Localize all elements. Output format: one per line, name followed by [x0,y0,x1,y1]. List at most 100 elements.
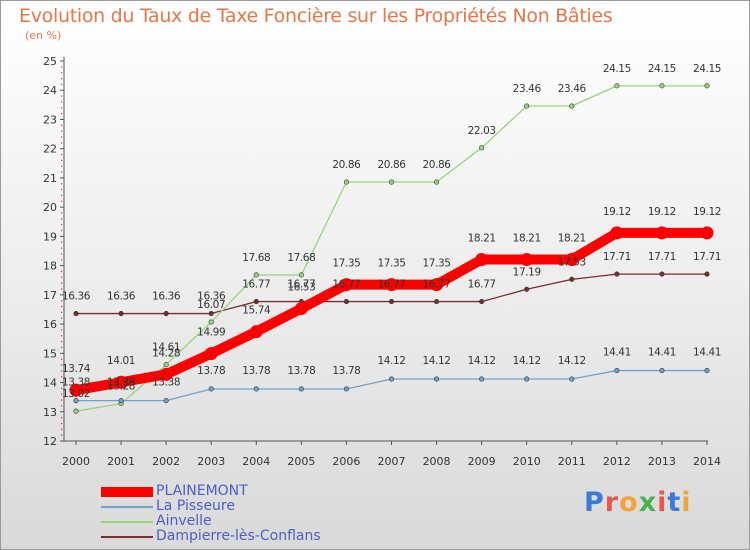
data-point [704,271,710,277]
y-minor-tick [61,270,63,273]
y-minor-tick [61,311,63,313]
data-label: 20.86 [332,159,361,171]
legend-swatch [101,487,153,497]
data-point [610,226,624,240]
logo-letter: r [604,487,620,518]
y-minor-tick [61,212,63,214]
data-point [614,271,620,277]
y-minor-tick [61,124,63,126]
y-minor-tick [61,247,63,249]
data-label: 15.74 [242,305,271,317]
y-tick-label: 25 [43,55,57,68]
y-minor-tick [61,153,63,156]
data-point [479,145,485,151]
logo-letter: i [681,487,692,518]
y-minor-tick [61,77,63,80]
data-label: 16.77 [332,279,360,291]
x-tick-label: 2003 [197,455,225,468]
data-point [524,376,530,382]
data-point [343,386,349,392]
x-tick-label: 2012 [603,455,631,468]
data-label: 18.21 [513,232,541,244]
y-tick-label: 16 [43,318,57,331]
y-minor-tick [61,329,63,331]
data-point [479,299,485,305]
y-minor-tick [61,282,63,284]
data-label: 23.46 [558,83,587,95]
data-label: 14.01 [107,355,135,367]
y-minor-tick [61,364,63,366]
data-point [388,376,395,382]
logo-letter: t [667,487,682,518]
data-label: 18.21 [558,232,586,244]
data-label: 13.38 [62,377,90,389]
data-point [430,278,444,292]
y-minor-tick [61,341,63,343]
data-point [385,278,398,292]
data-label: 14.12 [377,355,405,367]
y-minor-tick [61,376,63,378]
y-minor-tick [61,136,63,138]
y-minor-tick [61,183,63,185]
data-point [343,299,349,305]
y-minor-tick [61,241,63,243]
y-tick-label: 18 [43,260,57,273]
data-label: 13.38 [152,377,180,389]
legend-label: PLAINEMONT [156,483,248,499]
data-point [434,376,440,382]
data-point [614,368,620,374]
logo-letter: x [638,487,658,518]
y-minor-tick [61,165,63,167]
data-label: 14.41 [648,347,676,359]
data-label: 13.78 [287,365,315,377]
y-tick-label: 17 [43,289,57,302]
y-minor-tick [61,142,63,144]
x-tick-label: 2001 [107,455,135,468]
data-label: 13.38 [107,377,135,389]
data-point [163,311,169,317]
data-label: 13.28 [107,381,135,393]
data-label: 14.12 [468,355,496,367]
y-minor-tick [61,417,63,419]
data-point [339,278,353,292]
y-minor-tick [61,387,63,389]
y-minor-tick [61,218,63,220]
data-label: 23.46 [513,83,542,95]
data-label: 16.07 [197,299,225,311]
data-label: 14.12 [513,355,541,367]
data-point [249,325,263,339]
data-label: 16.77 [468,279,496,291]
legend-item-ainvelle: Ainvelle [101,513,401,529]
legend: PLAINEMONT La Pisseure Ainvelle Dampierr… [101,483,401,544]
data-point [700,226,714,240]
x-tick-label: 2011 [558,455,586,468]
data-label: 18.21 [468,232,496,244]
data-point [479,376,485,382]
y-tick-label: 21 [43,172,57,185]
legend-item-la-pisseure: La Pisseure [101,498,401,514]
data-point [520,252,534,266]
data-label: 16.77 [423,279,451,291]
data-point [298,386,304,392]
data-point [565,252,579,266]
data-label: 17.19 [513,266,541,278]
data-label: 14.12 [423,355,451,367]
data-point [298,272,304,278]
y-minor-tick [61,171,63,173]
y-minor-tick [61,422,63,425]
y-minor-tick [61,393,63,395]
y-minor-tick [61,189,63,191]
data-point [253,272,259,278]
data-point [388,299,395,305]
data-label: 16.53 [287,282,315,294]
data-label: 17.68 [287,252,315,264]
y-minor-tick [61,83,63,85]
y-minor-tick [61,305,63,308]
data-point [253,299,259,305]
series-plainemont [69,226,714,397]
data-point [434,179,440,185]
data-label: 13.74 [62,363,91,375]
data-label: 24.15 [693,63,721,75]
logo-letter: P [584,487,605,518]
